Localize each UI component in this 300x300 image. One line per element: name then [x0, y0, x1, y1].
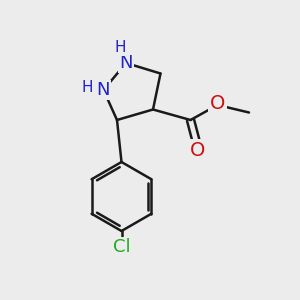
Text: H: H: [115, 40, 126, 55]
Text: Cl: Cl: [113, 238, 130, 256]
Text: H: H: [81, 80, 93, 95]
Text: O: O: [190, 140, 206, 160]
Text: O: O: [210, 94, 225, 113]
Text: N: N: [119, 54, 133, 72]
Text: N: N: [96, 81, 110, 99]
